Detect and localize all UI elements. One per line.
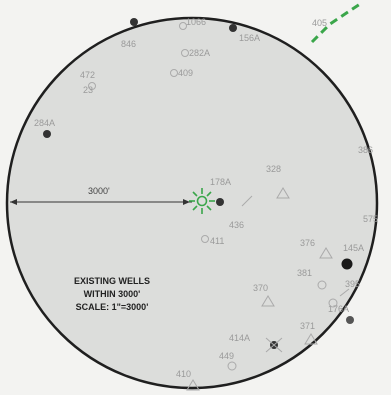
well-label: 449 <box>219 351 234 361</box>
well-label: 395 <box>345 279 360 289</box>
green-sunburst-icon <box>189 188 215 214</box>
well-label: 284A <box>34 118 55 128</box>
well-label: 409 <box>178 68 193 78</box>
filled-dot-icon <box>341 258 353 270</box>
well-label: 23 <box>83 85 93 95</box>
legend-line-2: WITHIN 3000' <box>84 289 141 299</box>
legend-line-1: EXISTING WELLS <box>74 276 150 286</box>
map-legend: EXISTING WELLS WITHIN 3000' SCALE: 1"=30… <box>74 276 150 312</box>
radius-label: 3000' <box>88 186 110 196</box>
circle-cross-icon <box>317 280 327 290</box>
well-label: 436 <box>229 220 244 230</box>
well-label: 176A <box>328 304 349 314</box>
triangle-icon <box>319 247 333 259</box>
well-label: 370 <box>253 283 268 293</box>
well-label: 846 <box>121 39 136 49</box>
circle-cross-icon <box>201 235 209 243</box>
well-label: 145A <box>343 243 364 253</box>
well-label: 1066 <box>186 17 206 27</box>
circle-cross-icon <box>88 82 96 90</box>
filled-dot-icon <box>346 316 354 324</box>
filled-dot-icon <box>216 198 224 206</box>
well-label: 411 <box>210 236 224 246</box>
well-label: 472 <box>80 70 95 80</box>
well-label: 282A <box>189 48 210 58</box>
filled-dot-icon <box>130 18 138 26</box>
triangle-icon <box>304 333 318 345</box>
radius-dimension: 3000' <box>10 186 192 205</box>
well-label: 386 <box>358 145 373 155</box>
circle-cross-icon <box>227 361 237 371</box>
well-label: 410 <box>176 369 191 379</box>
well-label: 156A <box>239 33 260 43</box>
legend-line-3: SCALE: 1"=3000' <box>76 302 149 312</box>
circle-cross-icon <box>181 49 189 57</box>
radius-circle <box>5 16 379 390</box>
well-label: 381 <box>297 268 312 278</box>
filled-dot-icon <box>229 24 237 32</box>
circle-cross-icon <box>179 22 187 30</box>
filled-dot-icon <box>43 130 51 138</box>
well-label: 178A <box>210 177 231 187</box>
well-label: 414A <box>229 333 250 343</box>
well-label: 328 <box>266 164 281 174</box>
well-label: 371 <box>300 321 315 331</box>
circle-cross-icon <box>170 69 178 77</box>
well-label: 575 <box>363 214 378 224</box>
triangle-icon <box>261 295 275 307</box>
triangle-icon <box>276 187 290 199</box>
well-label: 405 <box>312 18 327 28</box>
triangle-icon <box>186 379 200 391</box>
well-label: 376 <box>300 238 315 248</box>
